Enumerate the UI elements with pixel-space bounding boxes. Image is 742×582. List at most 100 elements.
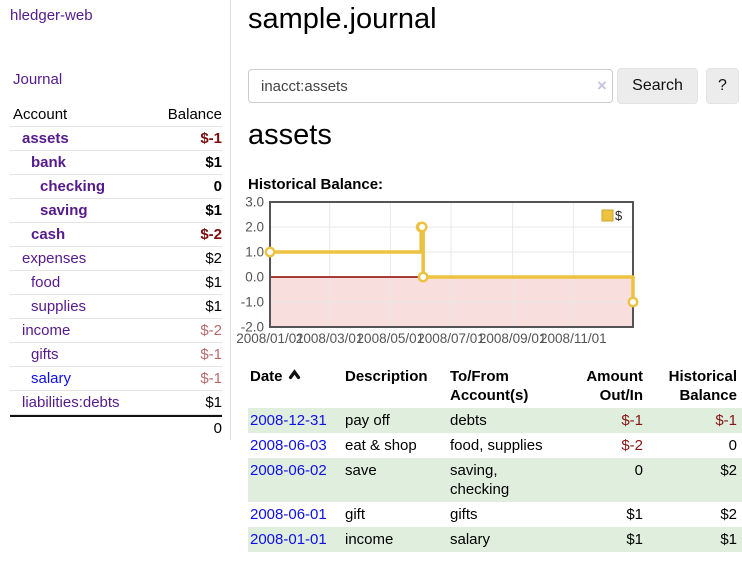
svg-text:$: $: [615, 208, 623, 223]
app-title-link[interactable]: hledger-web: [10, 7, 93, 24]
sidebar-account-row: saving $1: [10, 199, 222, 223]
register-header-row: Date Description To/From Account(s) Amou…: [248, 364, 742, 408]
balance-column-header: Balance: [167, 106, 222, 123]
svg-text:-1.0: -1.0: [241, 295, 264, 310]
sidebar-account-row: bank $1: [10, 151, 222, 175]
register-row: 2008-06-03 eat & shop food, supplies $-2 0: [248, 433, 742, 458]
amount-column-header: Amount Out/In: [586, 368, 643, 404]
sidebar-account-row: gifts $-1: [10, 343, 222, 367]
historical-balance-cell: $1: [720, 531, 737, 548]
balance-value: $1: [205, 394, 222, 411]
date-link[interactable]: 2008-12-31: [250, 412, 327, 429]
sidebar-account-row: checking 0: [10, 175, 222, 199]
svg-text:2008/05/01: 2008/05/01: [357, 331, 425, 346]
search-input[interactable]: [248, 69, 613, 103]
balance-value: $-2: [200, 226, 222, 243]
total-balance-value: 0: [213, 419, 222, 437]
balance-value: $2: [205, 250, 222, 267]
balance-value: $-1: [200, 346, 222, 363]
chart-label: Historical Balance:: [248, 176, 384, 193]
account-link[interactable]: income: [22, 322, 71, 339]
accounts-column-header: To/From Account(s): [450, 368, 529, 404]
accounts-cell: debts: [450, 412, 487, 429]
balance-chart: $3.0 2.0 1.0 0.0 -1.0 -2.02008/01/012008/03/0…: [236, 195, 639, 346]
account-link[interactable]: expenses: [22, 250, 87, 267]
search-form: × Search ?: [248, 68, 742, 104]
account-link[interactable]: salary: [31, 370, 72, 387]
svg-text:3.0: 3.0: [245, 195, 264, 210]
date-link[interactable]: 2008-06-03: [250, 437, 327, 454]
description-cell: eat & shop: [345, 437, 417, 454]
accounts-table: Account Balance assets $-1 bank $1 checking 0…: [10, 103, 222, 439]
sidebar-account-row: cash $-2: [10, 223, 222, 247]
clear-search-icon[interactable]: ×: [597, 76, 607, 95]
register-row: 2008-01-01 income salary $1 $1: [248, 527, 742, 552]
balance-value: $1: [205, 274, 222, 291]
sidebar-account-row: salary $-1: [10, 367, 222, 391]
account-link[interactable]: cash: [31, 226, 66, 243]
help-button[interactable]: ?: [706, 68, 739, 104]
balance-value: $1: [205, 298, 222, 315]
svg-text:2008/01/01: 2008/01/01: [236, 331, 304, 346]
sidebar-account-row: income $-2: [10, 319, 222, 343]
register-row: 2008-06-01 gift gifts $1 $2: [248, 502, 742, 527]
register-table: Date Description To/From Account(s) Amou…: [248, 364, 742, 552]
register-row: 2008-06-02 save saving, checking 0 $2: [248, 458, 742, 502]
svg-text:1.0: 1.0: [245, 245, 264, 260]
historical-balance-cell: $-1: [715, 412, 737, 429]
date-cell: 2008-12-31: [248, 408, 343, 433]
account-link[interactable]: saving: [40, 202, 88, 219]
date-column-header[interactable]: Date: [248, 364, 343, 408]
sidebar-account-row: expenses $2: [10, 247, 222, 271]
description-cell: save: [345, 462, 377, 479]
sidebar-account-row: assets $-1: [10, 127, 222, 151]
account-link[interactable]: gifts: [31, 346, 59, 363]
svg-text:2008/09/01: 2008/09/01: [479, 331, 547, 346]
date-cell: 2008-06-02: [248, 458, 343, 502]
description-cell: pay off: [345, 412, 390, 429]
accounts-cell: food, supplies: [450, 437, 543, 454]
account-link[interactable]: assets: [22, 130, 69, 147]
accounts-total-row: 0: [10, 415, 222, 439]
date-link[interactable]: 2008-06-01: [250, 506, 327, 523]
search-button[interactable]: Search: [617, 68, 698, 104]
balance-column-header-main: Historical Balance: [668, 368, 737, 404]
date-link[interactable]: 2008-06-02: [250, 462, 327, 479]
svg-text:2008/03/01: 2008/03/01: [296, 331, 364, 346]
date-cell: 2008-06-01: [248, 502, 343, 527]
svg-text:0.0: 0.0: [245, 270, 264, 285]
amount-cell: $1: [626, 506, 643, 523]
account-link[interactable]: food: [31, 274, 61, 291]
amount-cell: 0: [634, 462, 643, 479]
account-link[interactable]: supplies: [31, 298, 87, 315]
balance-value: 0: [213, 178, 222, 195]
amount-cell: $-1: [621, 412, 643, 429]
sidebar-account-row: supplies $1: [10, 295, 222, 319]
balance-value: $1: [205, 154, 222, 171]
balance-value: $-1: [200, 370, 222, 387]
sidebar-account-row: liabilities:debts $1: [10, 391, 222, 415]
balance-value: $-1: [200, 130, 222, 147]
svg-text:2008/11/01: 2008/11/01: [540, 331, 607, 346]
accounts-cell: salary: [450, 531, 491, 548]
svg-text:2008/07/01: 2008/07/01: [417, 331, 485, 346]
date-link[interactable]: 2008-01-01: [250, 531, 327, 548]
svg-text:-2.0: -2.0: [241, 320, 264, 335]
date-cell: 2008-01-01: [248, 527, 343, 552]
account-link[interactable]: liabilities:debts: [22, 394, 120, 411]
sidebar: hledger-web Journal Account Balance asse…: [0, 0, 231, 440]
amount-cell: $-2: [621, 437, 643, 454]
balance-value: $-2: [200, 322, 222, 339]
historical-balance-cell: $2: [720, 506, 737, 523]
description-cell: gift: [345, 506, 366, 523]
account-heading: assets: [248, 119, 332, 151]
account-link[interactable]: checking: [40, 178, 106, 195]
sidebar-account-row: food $1: [10, 271, 222, 295]
description-column-header: Description: [345, 368, 428, 385]
accounts-table-body: assets $-1 bank $1 checking 0 saving $1 cash $-2 e…: [10, 127, 222, 415]
sort-ascending-icon: [288, 369, 300, 380]
sidebar-item-journal[interactable]: Journal: [13, 71, 63, 88]
account-column-header: Account: [13, 106, 68, 123]
register-row: 2008-12-31 pay off debts $-1 $-1: [248, 408, 742, 433]
account-link[interactable]: bank: [31, 154, 67, 171]
